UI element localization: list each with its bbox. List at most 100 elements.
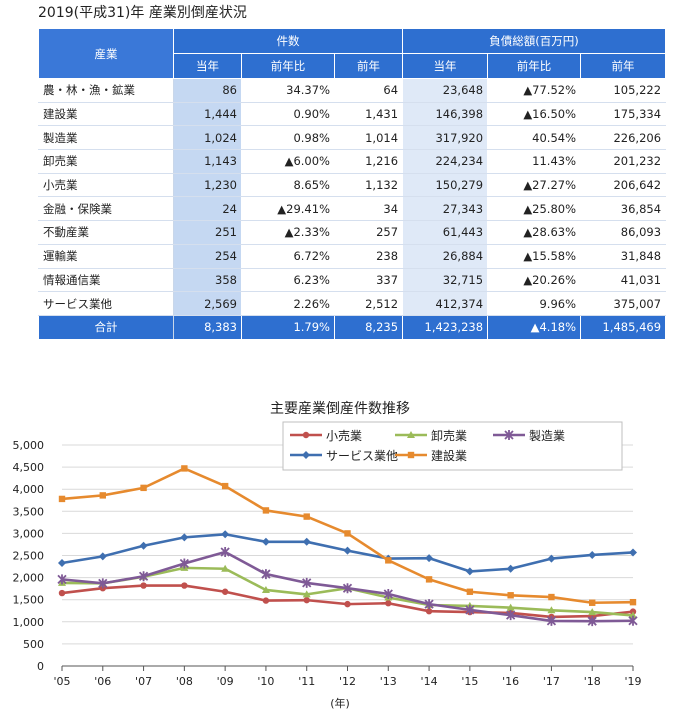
y-tick-label: 2,000 <box>13 572 45 585</box>
y-tick-label: 1,000 <box>13 616 45 629</box>
count-previous-cell: 2,512 <box>333 291 404 316</box>
count-current-cell: 358 <box>173 267 242 293</box>
industry-cell: 運輸業 <box>38 243 174 269</box>
data-point <box>546 615 557 626</box>
count-previous-cell: 1,431 <box>333 101 404 127</box>
count-yoy-cell: 0.90% <box>241 101 335 127</box>
count-current-cell: 1,024 <box>173 125 242 151</box>
header-count-yoy: 前年比 <box>241 53 335 79</box>
data-point <box>262 597 270 604</box>
legend-label: 小売業 <box>326 428 362 443</box>
data-point <box>344 600 351 608</box>
count-yoy-cell: 8.65% <box>241 172 335 198</box>
data-point <box>629 548 637 557</box>
data-point <box>547 554 556 563</box>
header-count-previous: 前年 <box>333 53 404 79</box>
legend-marker <box>504 430 514 440</box>
count-current-cell: 24 <box>173 196 242 222</box>
data-point <box>629 611 637 619</box>
total-count-previous: 8,235 <box>333 314 404 340</box>
y-tick-label: 4,500 <box>13 461 45 474</box>
data-point <box>589 599 596 606</box>
x-tick-label: '11 <box>298 675 315 688</box>
count-current-cell: 1,444 <box>173 101 242 127</box>
y-tick-label: 2,500 <box>13 550 45 563</box>
total-label: 合計 <box>38 314 174 340</box>
count-yoy-cell: ▲2.33% <box>241 220 335 245</box>
x-tick-label: '14 <box>421 675 438 688</box>
data-point <box>588 550 597 559</box>
count-previous-cell: 238 <box>333 243 404 269</box>
count-previous-cell: 257 <box>333 220 404 245</box>
data-point <box>262 507 270 514</box>
data-point <box>465 604 475 615</box>
debt-current-cell: 26,884 <box>402 243 489 269</box>
legend-label: 建設業 <box>431 448 467 463</box>
legend-label: 製造業 <box>529 429 565 443</box>
table-row: 製造業 1,024 0.98% 1,014 317,920 40.54% 226,206 <box>38 125 667 151</box>
x-tick-label: '10 <box>257 675 274 688</box>
data-point <box>628 615 638 626</box>
table-row: 卸売業 1,143 ▲6.00% 1,216 224,234 11.43% 201,232 <box>38 149 667 174</box>
header-industry: 産業 <box>38 28 174 79</box>
debt-current-cell: 317,920 <box>402 125 489 151</box>
chart-area: 主要産業倒産件数推移 0 500 1,000 1,500 2,000 2,500 3,000 3… <box>0 385 680 718</box>
legend-label: サービス業他 <box>326 449 398 463</box>
debt-yoy-cell: ▲77.52% <box>487 78 582 103</box>
table-row: 不動産業 251 ▲2.33% 257 61,443 ▲28.63% 86,093 <box>38 220 667 245</box>
data-point <box>425 554 434 563</box>
y-tick-label: 1,500 <box>13 594 45 607</box>
data-point <box>302 590 311 598</box>
data-point <box>57 574 67 585</box>
debt-current-cell: 32,715 <box>402 267 489 293</box>
industry-cell: 製造業 <box>38 125 174 151</box>
data-point <box>58 495 66 503</box>
table-row: 建設業 1,444 0.90% 1,431 146,398 ▲16.50% 175,334 <box>38 101 667 127</box>
data-point <box>58 589 66 597</box>
data-point <box>220 546 230 557</box>
x-tick-label: '06 <box>94 675 111 688</box>
y-tick-label: 5,000 <box>13 439 45 452</box>
total-count-current: 8,383 <box>173 314 242 340</box>
total-debt-previous: 1,485,469 <box>580 314 667 340</box>
industry-cell: 小売業 <box>38 172 174 198</box>
data-point <box>342 583 353 594</box>
count-current-cell: 254 <box>173 243 242 269</box>
line-chart: 主要産業倒産件数推移 0 500 1,000 1,500 2,000 2,500 3,000 3… <box>13 401 642 710</box>
count-previous-cell: 1,014 <box>333 125 404 151</box>
data-point <box>140 484 147 492</box>
debt-yoy-cell: 9.96% <box>487 291 582 316</box>
data-point <box>425 576 433 583</box>
legend-label: 卸売業 <box>431 428 467 443</box>
x-axis-label: (年) <box>330 696 350 710</box>
count-current-cell: 1,230 <box>173 172 242 198</box>
debt-previous-cell: 206,642 <box>580 172 667 198</box>
data-point <box>180 533 189 542</box>
data-point <box>383 588 393 599</box>
debt-yoy-cell: ▲16.50% <box>487 101 582 127</box>
count-yoy-cell: ▲29.41% <box>241 196 335 222</box>
data-point <box>587 616 597 627</box>
debt-previous-cell: 105,222 <box>580 78 667 103</box>
debt-previous-cell: 226,206 <box>580 125 667 151</box>
data-point <box>99 492 106 499</box>
debt-previous-cell: 31,848 <box>580 243 667 269</box>
data-point <box>425 607 433 615</box>
x-tick-label: '07 <box>135 675 152 688</box>
debt-yoy-cell: 11.43% <box>487 149 582 174</box>
data-point <box>139 541 148 550</box>
debt-previous-cell: 41,031 <box>580 267 667 293</box>
count-yoy-cell: 34.37% <box>241 78 335 103</box>
data-point <box>181 465 188 472</box>
table-row: 金融・保険業 24 ▲29.41% 34 27,343 ▲25.80% 36,854 <box>38 196 667 222</box>
x-tick-label: '09 <box>217 675 234 688</box>
debt-yoy-cell: 40.54% <box>487 125 582 151</box>
y-tick-label: 3,500 <box>13 505 45 518</box>
industry-cell: 不動産業 <box>38 220 174 245</box>
data-point <box>506 603 515 611</box>
data-point <box>58 559 66 568</box>
data-point <box>466 588 474 595</box>
x-tick-label: '05 <box>53 675 70 688</box>
debt-current-cell: 146,398 <box>402 101 489 127</box>
data-point <box>179 558 189 569</box>
